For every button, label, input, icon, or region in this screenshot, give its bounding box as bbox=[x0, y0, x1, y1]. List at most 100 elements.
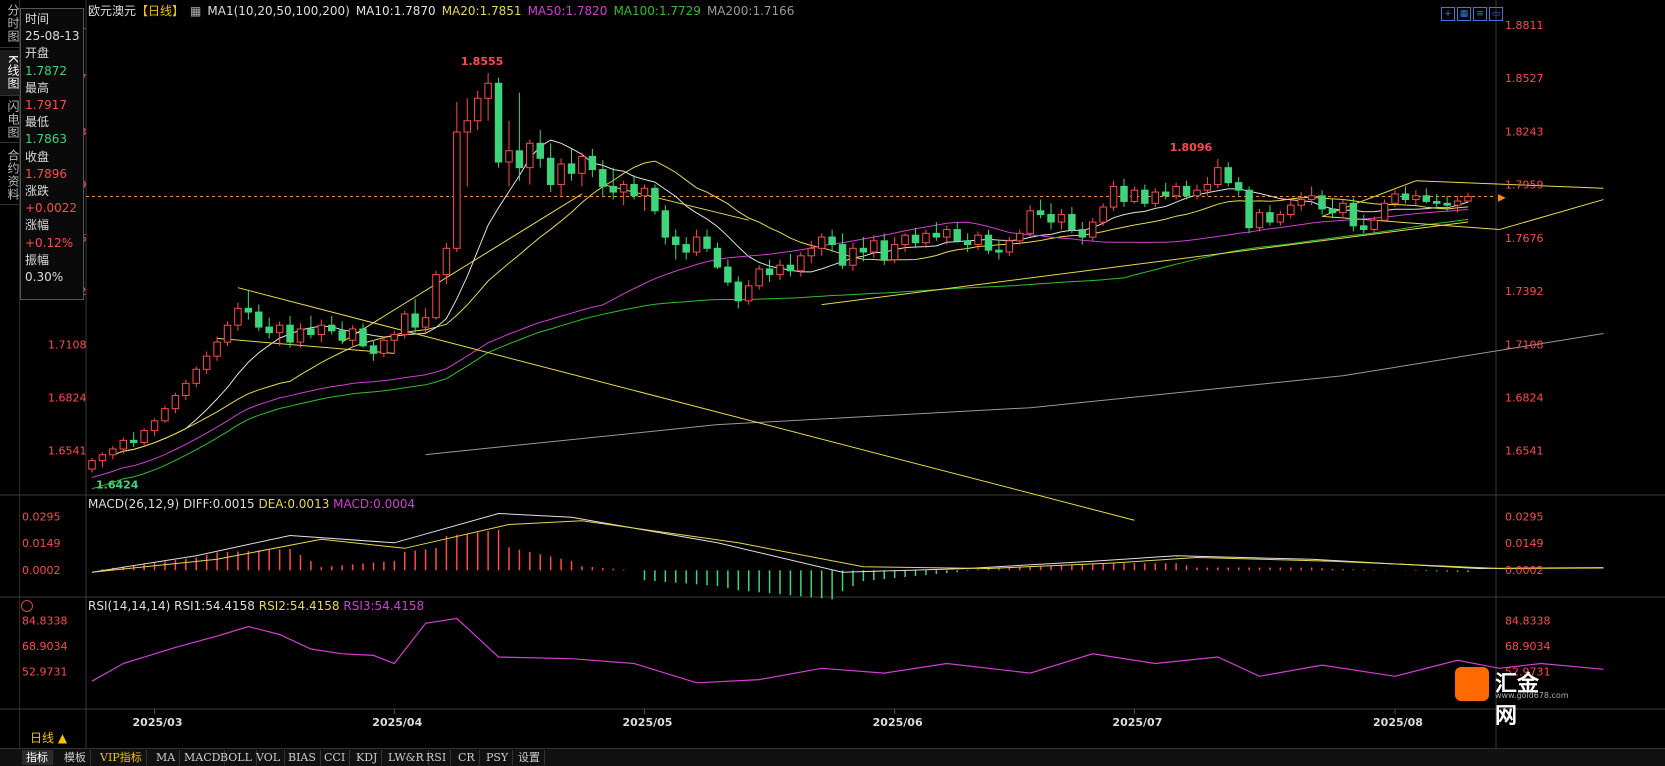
candle-body bbox=[161, 408, 169, 422]
candle bbox=[859, 237, 868, 262]
price-tick-label: 1.6824 bbox=[1505, 392, 1544, 405]
rsi-name: RSI(14,14,14) bbox=[88, 599, 171, 613]
candle bbox=[223, 321, 232, 346]
candle bbox=[943, 225, 951, 245]
tab-macd[interactable]: MACD bbox=[180, 750, 226, 765]
candle-body bbox=[765, 268, 774, 276]
tab-rsi[interactable]: RSI bbox=[422, 750, 452, 765]
tab-cci[interactable]: CCI bbox=[320, 750, 351, 765]
candle-body bbox=[1328, 208, 1337, 214]
candle-body bbox=[1245, 189, 1253, 229]
macd-tick-label: 0.0002 bbox=[1505, 564, 1544, 577]
open-value: 1.7872 bbox=[25, 63, 67, 78]
candle bbox=[1297, 192, 1305, 211]
macd-name: MACD(26,12,9) bbox=[88, 497, 180, 511]
candle-body bbox=[202, 355, 211, 370]
candle-body bbox=[359, 328, 367, 347]
macd-tick-label-left: 0.0002 bbox=[22, 564, 61, 577]
price-axis: 1.88111.88111.85271.85271.82431.82431.79… bbox=[48, 19, 1544, 458]
candle bbox=[849, 242, 857, 271]
trendline bbox=[821, 221, 1469, 306]
tab-vol[interactable]: VOL bbox=[252, 750, 286, 765]
tab-vip-indicator[interactable]: VIP指标 bbox=[96, 750, 147, 765]
candle-body bbox=[1307, 195, 1316, 201]
candle-body bbox=[870, 240, 878, 253]
candle bbox=[150, 418, 159, 436]
candle-body bbox=[974, 234, 982, 246]
candle bbox=[1422, 188, 1431, 204]
tab-lwr[interactable]: LW&R bbox=[384, 750, 429, 765]
candle-body bbox=[536, 142, 544, 159]
candle bbox=[515, 92, 524, 181]
candle-body bbox=[244, 307, 253, 313]
add-icon[interactable]: + bbox=[1441, 7, 1455, 21]
candle bbox=[1443, 195, 1451, 211]
tab-settings[interactable]: 设置 bbox=[514, 750, 545, 765]
tab-kline[interactable]: K线图 bbox=[0, 50, 20, 96]
tab-indicator[interactable]: 指标 bbox=[22, 750, 53, 765]
candle-body bbox=[442, 247, 451, 276]
low-label: 最低 bbox=[25, 115, 50, 130]
time-tick-label: 2025/03 bbox=[133, 716, 183, 729]
candle bbox=[588, 148, 597, 178]
grid-icon[interactable]: ▦ bbox=[1457, 7, 1471, 21]
window-icon[interactable]: ▭ bbox=[1489, 7, 1503, 21]
candle bbox=[234, 302, 242, 331]
open-label: 开盘 bbox=[25, 46, 50, 61]
rsi3-value: RSI3:54.4158 bbox=[343, 599, 425, 613]
price-tick-label: 1.7676 bbox=[1505, 232, 1544, 245]
candle-body bbox=[140, 430, 148, 443]
ma20-value: MA20:1.7851 bbox=[441, 4, 522, 18]
tab-kdj[interactable]: KDJ bbox=[352, 750, 383, 765]
candle bbox=[1203, 177, 1212, 196]
candle bbox=[630, 175, 638, 200]
ma50-line bbox=[91, 209, 1469, 478]
candle bbox=[984, 229, 993, 254]
candle bbox=[338, 321, 346, 344]
tab-contract-info[interactable]: 合约资料 bbox=[0, 146, 20, 205]
tab-flash-chart[interactable]: 闪电图 bbox=[0, 97, 20, 143]
candle bbox=[619, 180, 628, 206]
candle-body bbox=[557, 163, 565, 186]
candle bbox=[1453, 195, 1462, 213]
tab-bias[interactable]: BIAS bbox=[284, 750, 321, 765]
tab-boll[interactable]: BOLL bbox=[216, 750, 257, 765]
candle-body bbox=[724, 266, 732, 283]
candle-body bbox=[1161, 191, 1170, 197]
ma-settings-icon[interactable]: ▦ bbox=[190, 4, 202, 18]
price-tick-label: 1.8527 bbox=[1505, 72, 1544, 85]
candle bbox=[692, 229, 701, 256]
candle-body bbox=[786, 264, 795, 272]
time-tick-label: 2025/08 bbox=[1373, 716, 1423, 729]
candle bbox=[411, 298, 419, 333]
tab-cr[interactable]: CR bbox=[454, 750, 480, 765]
rsi-line bbox=[91, 617, 1604, 684]
logo-url: www.gold678.com bbox=[1495, 691, 1569, 700]
candle-body bbox=[223, 324, 232, 343]
pct-value: +0.12% bbox=[25, 235, 74, 250]
candle-body bbox=[1266, 212, 1274, 223]
candle-body bbox=[182, 382, 190, 397]
tab-time-share[interactable]: 分时图 bbox=[0, 0, 20, 48]
rsi-settings-icon[interactable] bbox=[21, 600, 33, 612]
rsi-panel: 84.8338 84.8338 68.9034 68.9034 52.9731 52.97… bbox=[22, 614, 1604, 684]
candle-body bbox=[400, 313, 409, 336]
candle-body bbox=[234, 307, 242, 326]
candle bbox=[109, 445, 117, 460]
candle bbox=[776, 259, 784, 281]
candle-body bbox=[578, 155, 586, 174]
tab-psy[interactable]: PSY bbox=[482, 750, 514, 765]
macd-value: MACD:0.0004 bbox=[333, 497, 416, 511]
time-tick-label: 2025/06 bbox=[873, 716, 923, 729]
candle bbox=[348, 325, 357, 346]
candle bbox=[307, 315, 315, 339]
candle-body bbox=[630, 184, 638, 197]
candle bbox=[192, 366, 200, 388]
tab-template[interactable]: 模板 bbox=[60, 750, 91, 765]
period-selector[interactable]: 日线 ▲ bbox=[30, 731, 68, 745]
low-value: 1.7863 bbox=[25, 132, 67, 147]
candle bbox=[202, 351, 211, 374]
list-icon[interactable]: ≡ bbox=[1473, 7, 1487, 21]
tab-ma[interactable]: MA bbox=[152, 750, 181, 765]
